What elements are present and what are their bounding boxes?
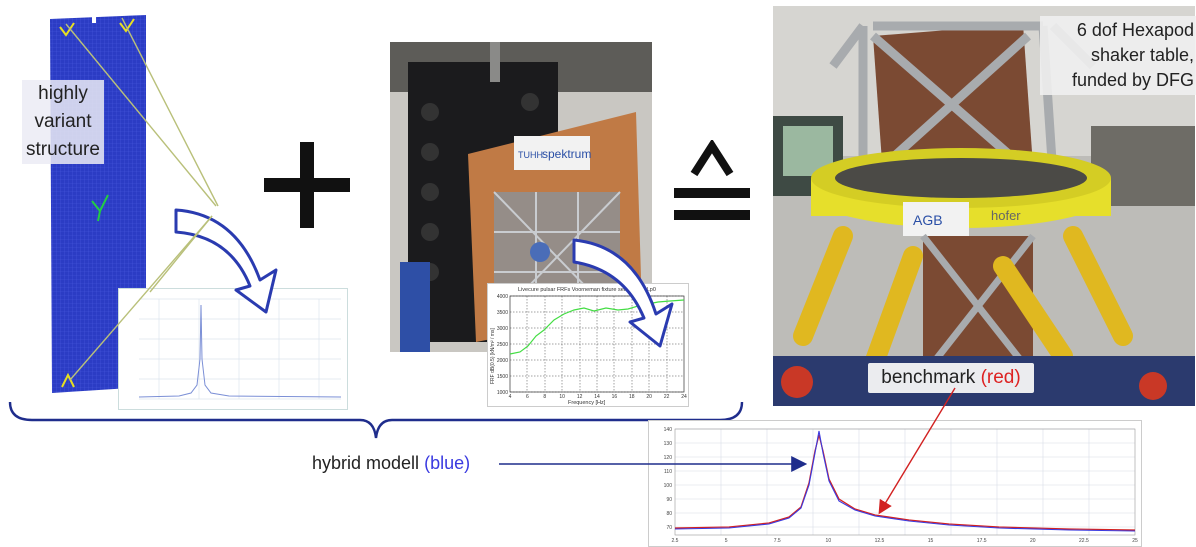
test-plot-x-tick: 6 bbox=[526, 394, 529, 400]
result-plot-y-tick: 110 bbox=[664, 469, 672, 475]
fem-curved-arrow-icon bbox=[174, 208, 278, 314]
test-plot-y-tick: 1000 bbox=[497, 390, 508, 396]
result-plot-x-tick: 12.5 bbox=[875, 538, 885, 544]
hybrid-highlight: (blue) bbox=[424, 453, 471, 473]
test-plot-y-tick: 3500 bbox=[497, 310, 508, 316]
test-plot-x-tick: 4 bbox=[509, 394, 512, 400]
hexapod-logo-left: AGB bbox=[913, 212, 943, 228]
plus-icon bbox=[264, 142, 350, 228]
result-plot-y-tick: 140 bbox=[664, 427, 673, 433]
result-plot-y-tick: 70 bbox=[666, 525, 672, 531]
hexapod-shaker-photo: AGB hofer bbox=[773, 6, 1195, 406]
hexapod-caption-line-2: shaker table, bbox=[1090, 45, 1194, 65]
test-plot-y-tick: 4000 bbox=[497, 294, 508, 300]
fem-structure-label: highly variant structure bbox=[22, 80, 104, 164]
benchmark-text: benchmark bbox=[881, 367, 976, 388]
test-plot-x-tick: 10 bbox=[559, 394, 565, 400]
test-plot-title: Livecure pulsar FRFs Voorneman fixture s… bbox=[518, 287, 656, 293]
fem-label-line-1: highly bbox=[38, 83, 88, 104]
result-plot-x-tick: 7.5 bbox=[774, 538, 781, 544]
test-plot-x-tick: 16 bbox=[612, 394, 618, 400]
hybrid-text: hybrid modell bbox=[312, 453, 420, 473]
test-plot-x-tick: 12 bbox=[577, 394, 583, 400]
result-plot-x-tick: 15 bbox=[928, 538, 934, 544]
result-plot-x-tick: 17.5 bbox=[977, 538, 987, 544]
corresponds-to-icon bbox=[674, 138, 750, 220]
test-plot-x-tick: 22 bbox=[664, 394, 670, 400]
result-plot-x-tick: 22.5 bbox=[1079, 538, 1089, 544]
result-plot-y-tick: 120 bbox=[664, 455, 673, 461]
test-plot-y-tick: 2000 bbox=[497, 358, 508, 364]
test-plot-xlabel: Frequency [Hz] bbox=[568, 400, 606, 406]
test-plot-y-tick: 1500 bbox=[497, 374, 508, 380]
hexapod-caption-line-1: 6 dof Hexapod bbox=[1076, 20, 1194, 40]
specimen-curved-arrow-icon bbox=[572, 238, 674, 348]
specimen-sign-brand: TUHH bbox=[518, 150, 543, 160]
result-plot-x-tick: 20 bbox=[1030, 538, 1036, 544]
test-plot-x-tick: 20 bbox=[646, 394, 652, 400]
result-plot-x-tick: 2.5 bbox=[672, 538, 679, 544]
specimen-sign-text: spektrum bbox=[542, 147, 591, 161]
benchmark-arrow bbox=[878, 387, 956, 515]
grouping-brace bbox=[8, 401, 744, 439]
test-plot-ylabel: FRF dB(0.5) [kN/m² / ms] bbox=[490, 328, 496, 384]
benchmark-highlight: (red) bbox=[980, 367, 1021, 388]
test-plot-y-tick: 2500 bbox=[497, 342, 508, 348]
test-frf-plot: Livecure pulsar FRFs Voorneman fixture s… bbox=[487, 283, 689, 407]
hybrid-series-line bbox=[674, 430, 1136, 532]
benchmark-label: benchmark (red) bbox=[868, 363, 1034, 393]
fem-label-line-2: variant bbox=[34, 111, 92, 132]
test-plot-x-tick: 8 bbox=[543, 394, 546, 400]
equivalence-operator bbox=[672, 138, 752, 230]
hexapod-logo-right: hofer bbox=[991, 208, 1021, 223]
test-plot-y-tick: 3000 bbox=[497, 326, 508, 332]
test-plot-x-tick: 14 bbox=[594, 394, 600, 400]
result-plot-y-tick: 130 bbox=[664, 441, 673, 447]
result-comparison-plot: 140 130 120 110 100 90 80 70 2.5 5 7.5 10 12.5 15 17.… bbox=[648, 420, 1142, 547]
test-plot-x-tick: 24 bbox=[681, 394, 687, 400]
plus-operator bbox=[262, 140, 352, 230]
fem-frf-plot bbox=[118, 288, 348, 410]
result-plot-y-tick: 90 bbox=[666, 497, 672, 503]
result-plot-x-tick: 25 bbox=[1132, 538, 1138, 544]
fem-label-line-3: structure bbox=[26, 139, 100, 160]
result-plot-y-tick: 80 bbox=[666, 511, 672, 517]
result-plot-x-tick: 10 bbox=[826, 538, 832, 544]
hexapod-caption: 6 dof Hexapod shaker table, funded by DF… bbox=[1040, 16, 1196, 95]
result-plot-x-tick: 5 bbox=[725, 538, 728, 544]
hexapod-caption-line-3: funded by DFG bbox=[1071, 70, 1194, 90]
hybrid-model-label: hybrid modell (blue) bbox=[312, 450, 470, 476]
result-plot-y-tick: 100 bbox=[664, 483, 673, 489]
test-plot-x-tick: 18 bbox=[629, 394, 635, 400]
